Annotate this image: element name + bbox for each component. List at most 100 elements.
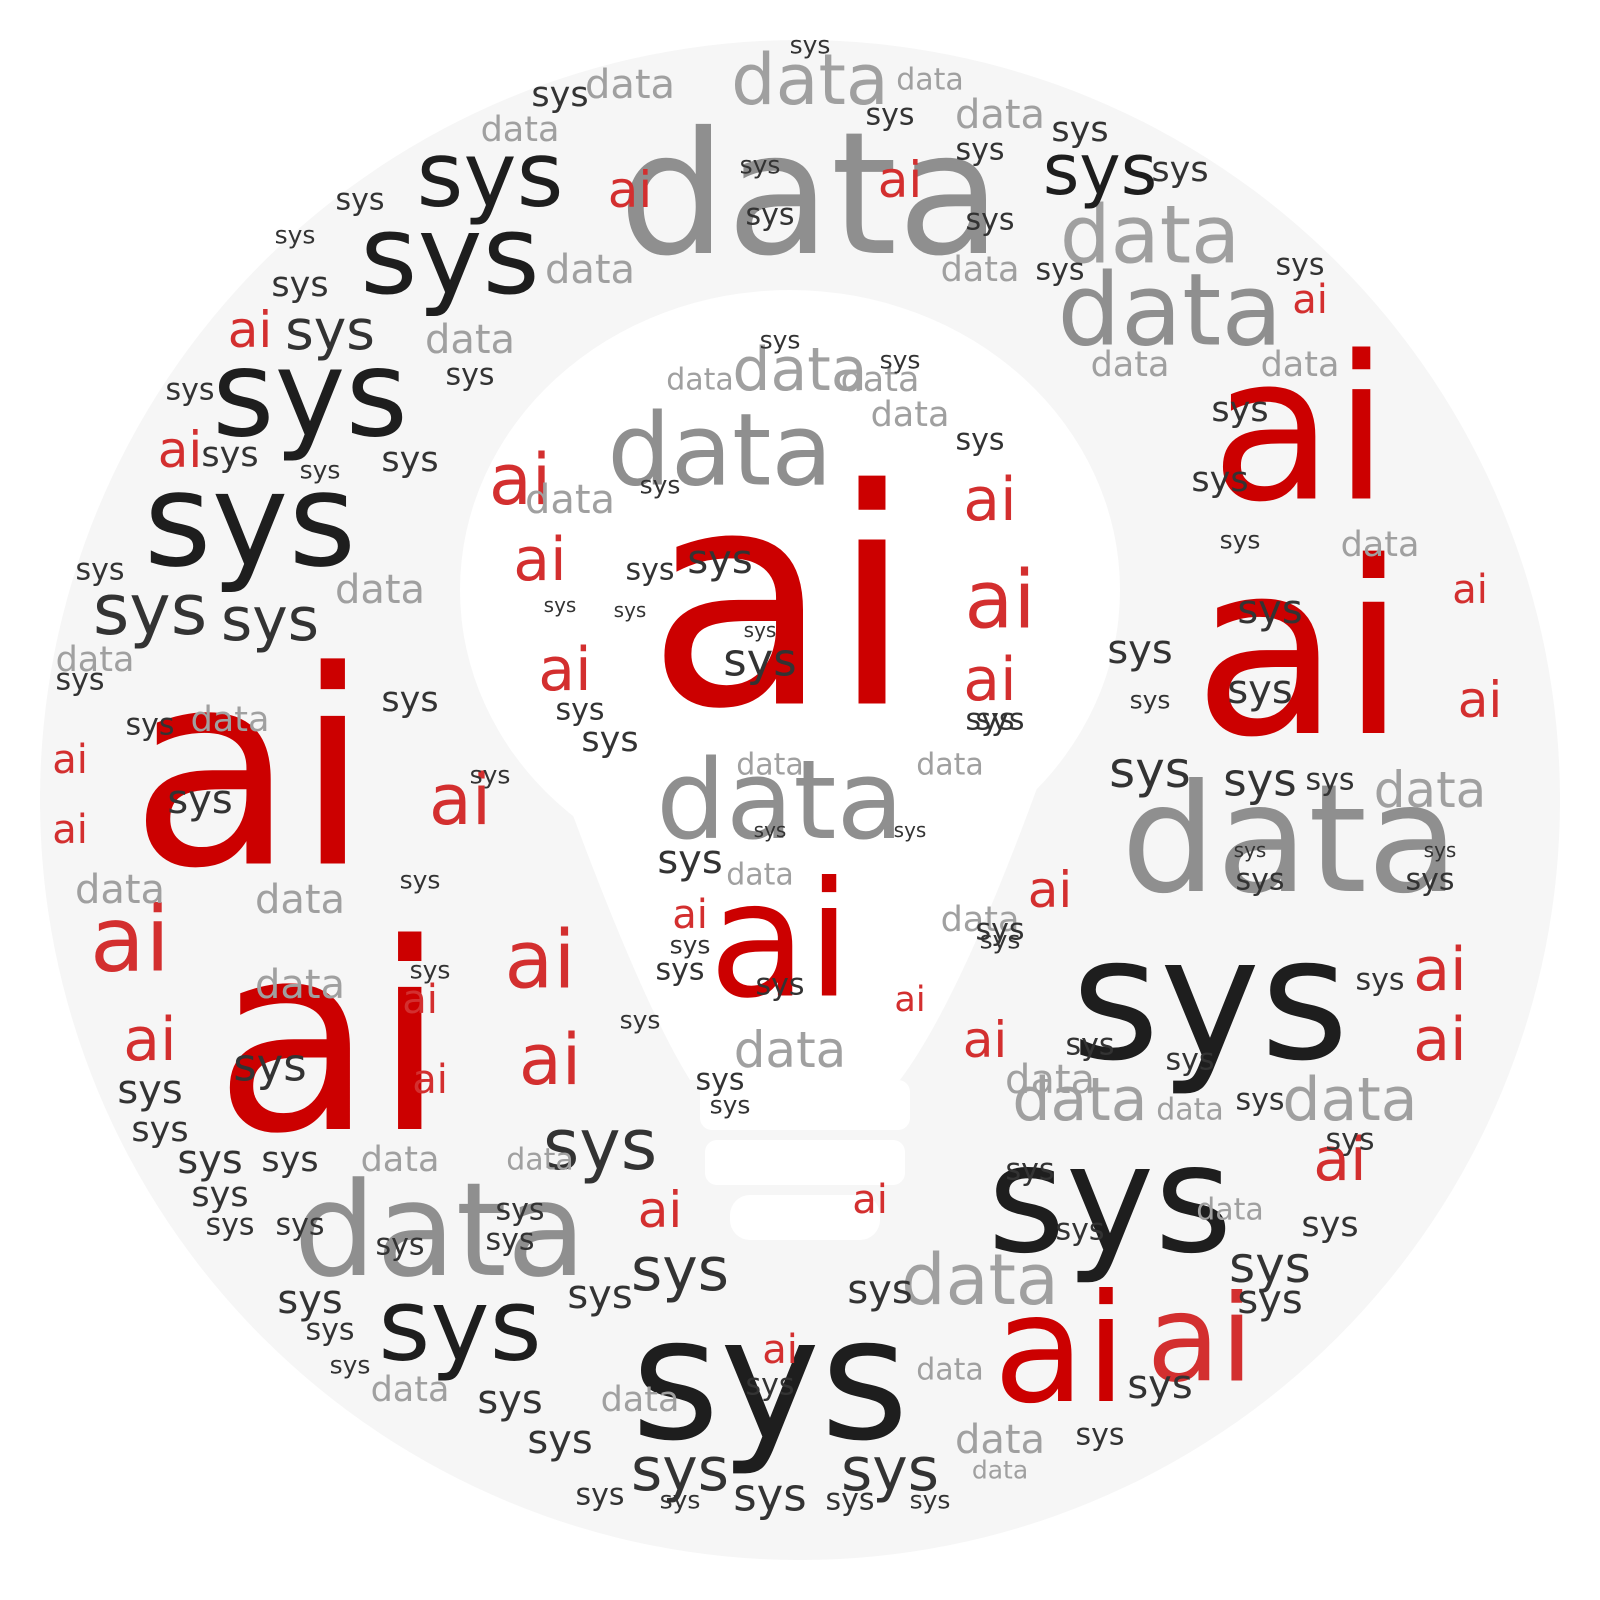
word-ai-61: ai [1458,671,1503,729]
word-data-91: data [871,395,950,435]
word-ai-62: ai [1452,567,1488,613]
word-sys-174: sys [1234,838,1267,862]
word-data-94: data [361,1140,440,1180]
word-sys-110: sys [1151,150,1208,190]
word-data-20: data [1374,761,1487,819]
word-sys-179: sys [1220,526,1261,555]
word-sys-175: sys [1424,838,1457,862]
word-data-105: data [955,92,1045,138]
word-sys-118: sys [531,75,588,115]
word-sys-138: sys [261,1140,318,1180]
word-sys-190: sys [614,598,647,622]
word-ai-43: ai [429,759,491,841]
word-sys-145: sys [567,1272,632,1318]
word-data-85: data [371,1370,450,1410]
word-sys-168: sys [975,913,1024,948]
word-sys-173: sys [1405,863,1454,898]
word-ai-71: ai [402,977,438,1023]
word-ai-54: ai [1313,1125,1366,1195]
word-data-14: data [294,1154,587,1306]
word-data-17: data [901,1239,1059,1321]
word-sys-148: sys [375,1228,424,1263]
word-sys-187: sys [687,537,752,583]
word-ai-56: ai [158,421,203,479]
word-sys-184: sys [760,326,801,355]
word-ai-63: ai [1028,861,1073,919]
word-sys-144: sys [330,1351,371,1380]
word-sys-199: sys [894,818,927,842]
word-data-77: data [255,877,345,923]
word-data-107: data [481,110,560,150]
word-sys-140: sys [205,1208,254,1243]
word-data-11: data [656,736,904,864]
word-sys-171: sys [1305,763,1354,798]
word-sys-163: sys [1235,1083,1284,1118]
word-sys-111: sys [1275,248,1324,283]
word-sys-160: sys [1237,1277,1302,1323]
word-sys-188: sys [723,634,797,687]
word-sys-150: sys [527,1417,592,1463]
word-sys-40: sys [1223,754,1297,807]
word-ai-46: ai [519,1019,581,1101]
word-data-19: data [1282,1065,1417,1135]
word-sys-181: sys [965,703,1014,738]
word-data-99: data [666,363,734,398]
word-sys-201: sys [400,866,441,895]
word-sys-112: sys [1035,253,1084,288]
word-sys-37: sys [631,1435,729,1505]
word-sys-122: sys [275,221,316,250]
word-sys-126: sys [201,435,258,475]
word-sys-41: sys [285,298,375,362]
word-ai-55: ai [123,1005,176,1075]
word-sys-197: sys [755,968,804,1003]
word-sys-134: sys [233,1039,307,1092]
word-sys-198: sys [754,818,787,842]
word-sys-202: sys [470,761,511,790]
word-data-95: data [506,1143,574,1178]
word-ai-66: ai [672,892,708,938]
word-data-100: data [1156,1093,1224,1128]
word-data-103: data [972,1456,1028,1485]
word-sys-34: sys [543,1104,657,1186]
word-sys-108: sys [1107,627,1172,673]
word-data-88: data [1091,345,1170,385]
word-sys-151: sys [575,1478,624,1513]
word-data-101: data [1196,1193,1264,1228]
word-sys-177: sys [1237,587,1302,633]
word-sys-124: sys [165,373,214,408]
word-sys-109: sys [1211,390,1268,430]
word-ai-69: ai [52,807,88,853]
word-ai-49: ai [963,465,1016,535]
word-sys-159: sys [1127,1362,1192,1408]
lightbulb-cutout [460,290,1120,1240]
word-ai-67: ai [852,1177,888,1223]
word-sys-25: sys [631,1281,909,1479]
word-ai-5: ai [1193,510,1407,790]
word-data-12: data [607,392,832,509]
word-data-90: data [841,360,920,400]
word-sys-136: sys [131,1110,188,1150]
word-sys-162: sys [1325,1123,1374,1158]
word-sys-195: sys [655,953,704,988]
word-ai-45: ai [504,914,575,1007]
word-sys-204: sys [695,1063,744,1098]
word-sys-130: sys [55,663,104,698]
word-sys-35: sys [631,1235,729,1305]
word-sys-131: sys [381,680,438,720]
word-ai-4: ai [1211,314,1389,547]
word-sys-165: sys [1165,1043,1214,1078]
word-sys-39: sys [1109,741,1191,799]
word-sys-128: sys [300,456,341,485]
word-sys-141: sys [275,1208,324,1243]
word-ai-53: ai [1413,1005,1466,1075]
word-sys-123: sys [271,265,328,305]
word-sys-169: sys [980,926,1021,955]
word-sys-186: sys [625,553,674,588]
word-sys-192: sys [581,720,638,760]
word-ai-60: ai [1292,277,1328,323]
word-sys-137: sys [177,1137,242,1183]
word-data-98: data [736,748,804,783]
word-sys-147: sys [485,1223,534,1258]
word-ai-68: ai [762,1327,798,1373]
